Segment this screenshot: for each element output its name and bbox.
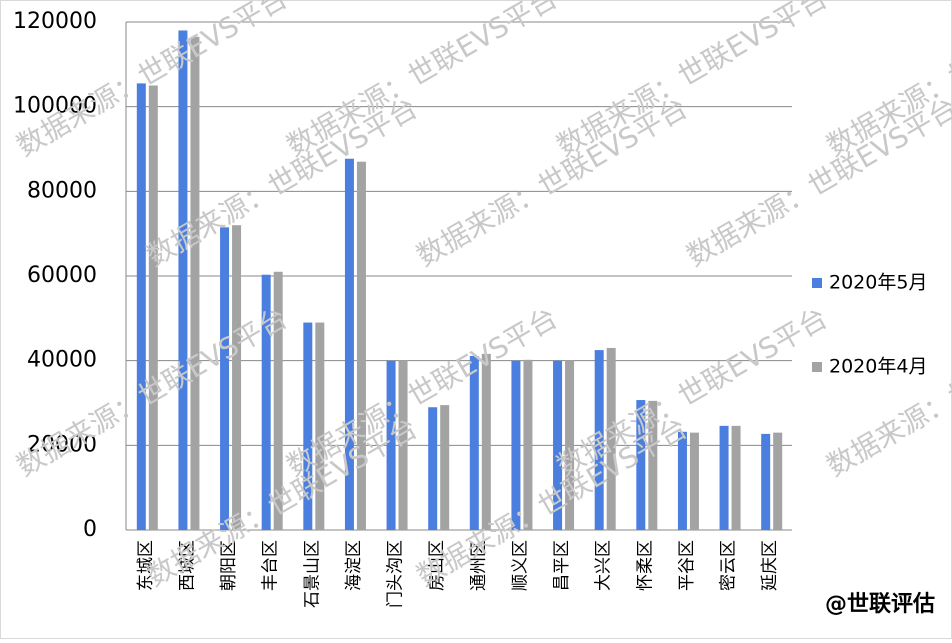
- bar: [648, 400, 658, 530]
- bar: [356, 161, 366, 530]
- y-tick-label: 60000: [27, 263, 97, 288]
- y-tick-label: 40000: [27, 348, 97, 373]
- bar: [440, 405, 450, 530]
- x-tick-label: 东城区: [136, 540, 156, 591]
- bar: [469, 356, 479, 530]
- bar: [594, 350, 604, 530]
- bar: [232, 225, 242, 530]
- x-tick-label: 密云区: [719, 540, 739, 591]
- bar: [511, 360, 521, 530]
- bar: [398, 360, 408, 530]
- x-tick-label: 西城区: [177, 540, 197, 591]
- bar: [689, 432, 699, 530]
- bar: [636, 400, 646, 530]
- x-tick-label: 顺义区: [510, 540, 530, 591]
- bar: [731, 425, 741, 530]
- bar: [273, 271, 283, 530]
- bar: [677, 431, 687, 530]
- bar: [553, 360, 563, 530]
- credit: @世联评估: [825, 592, 935, 617]
- y-tick-label: 80000: [27, 178, 97, 203]
- x-tick-label: 昌平区: [552, 540, 572, 591]
- bar: [773, 432, 783, 530]
- x-tick-label: 海淀区: [344, 540, 364, 591]
- x-tick-label: 平谷区: [677, 540, 697, 591]
- x-tick-label: 朝阳区: [219, 540, 239, 591]
- bar: [136, 83, 146, 530]
- bar: [178, 30, 188, 530]
- bar: [386, 360, 396, 530]
- legend-swatch: [812, 362, 822, 372]
- bar: [428, 407, 438, 530]
- bar: [481, 353, 491, 530]
- legend-swatch: [812, 278, 822, 288]
- bar: [148, 85, 158, 530]
- x-tick-label: 大兴区: [594, 540, 614, 591]
- bar: [190, 36, 200, 531]
- bar: [220, 227, 230, 531]
- bar: [761, 433, 771, 530]
- x-tick-label: 丰台区: [261, 540, 281, 591]
- x-tick-label: 怀柔区: [635, 540, 655, 591]
- x-tick-label: 通州区: [469, 540, 489, 591]
- x-tick-label: 石景山区: [302, 540, 322, 608]
- bar: [719, 425, 729, 530]
- bar: [523, 359, 533, 530]
- y-tick-label: 100000: [13, 94, 97, 119]
- legend-label: 2020年4月: [829, 356, 927, 378]
- bar: [344, 158, 354, 530]
- bar: [606, 347, 616, 530]
- x-tick-label: 延庆区: [760, 540, 780, 591]
- x-tick-label: 房山区: [427, 540, 447, 591]
- y-tick-label: 20000: [27, 432, 97, 457]
- bar: [315, 322, 325, 530]
- y-tick-label: 0: [83, 517, 97, 542]
- bar: [261, 274, 271, 530]
- bar: [565, 360, 575, 530]
- y-tick-label: 120000: [13, 9, 97, 34]
- x-tick-label: 门头沟区: [386, 540, 406, 608]
- legend-label: 2020年5月: [829, 272, 927, 294]
- bar: [303, 322, 313, 530]
